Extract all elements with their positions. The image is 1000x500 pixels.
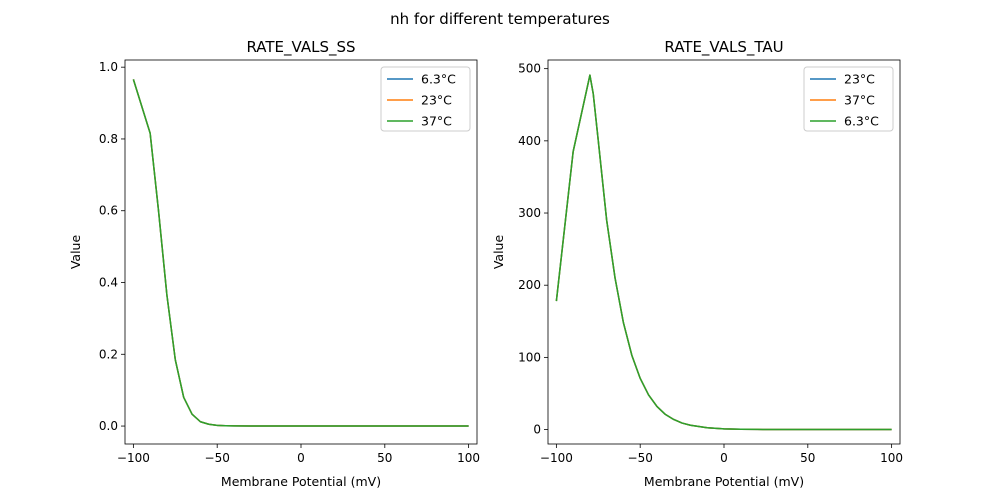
- x-axis-label: Membrane Potential (mV): [644, 474, 804, 489]
- legend-label: 6.3°C: [844, 114, 879, 129]
- legend: 23°C 37°C 6.3°C: [803, 66, 894, 132]
- y-tick-label: 400: [518, 134, 541, 148]
- x-axis-ticks: −100 −50 0 50 100: [117, 444, 480, 465]
- y-axis-ticks: 0 100 200 300 400 500: [518, 62, 548, 437]
- y-axis-label: Value: [491, 235, 506, 270]
- x-tick-label: 100: [880, 451, 903, 465]
- series-lines: [132, 79, 469, 427]
- x-tick-label: −50: [205, 451, 230, 465]
- x-tick-label: 50: [800, 451, 815, 465]
- y-tick-label: 500: [518, 62, 541, 76]
- x-tick-label: 100: [457, 451, 480, 465]
- y-tick-label: 0.8: [99, 132, 118, 146]
- chart-panel-ss: −100 −50 0 50 100 0.0 0.2 0.4 0.6 0.8 1.0 RATE_VALS…: [68, 38, 480, 489]
- series-line-2: [132, 79, 469, 427]
- x-tick-label: −100: [540, 451, 573, 465]
- y-tick-label: 0.4: [99, 276, 118, 290]
- legend-label: 23°C: [844, 72, 875, 87]
- chart-title: RATE_VALS_SS: [246, 38, 355, 57]
- x-tick-label: −100: [117, 451, 150, 465]
- y-tick-label: 300: [518, 206, 541, 220]
- y-tick-label: 0.6: [99, 204, 118, 218]
- chart-panel-tau: −100 −50 0 50 100 0 100 200 300 400 500 RATE_VALS_T…: [491, 38, 903, 489]
- x-axis-ticks: −100 −50 0 50 100: [540, 444, 903, 465]
- y-axis-label: Value: [68, 235, 83, 270]
- y-tick-label: 100: [518, 350, 541, 364]
- y-tick-label: 0.2: [99, 347, 118, 361]
- x-tick-label: 0: [720, 451, 728, 465]
- x-axis-label: Membrane Potential (mV): [221, 474, 381, 489]
- y-tick-label: 0.0: [99, 419, 118, 433]
- y-tick-label: 200: [518, 278, 541, 292]
- legend: 6.3°C 23°C 37°C: [380, 66, 471, 132]
- chart-title: RATE_VALS_TAU: [664, 38, 783, 57]
- x-tick-label: 50: [377, 451, 392, 465]
- legend-label: 37°C: [844, 93, 875, 108]
- x-tick-label: −50: [628, 451, 653, 465]
- y-tick-label: 1.0: [99, 60, 118, 74]
- series-lines: [555, 74, 892, 431]
- series-line-2: [555, 74, 892, 431]
- legend-label: 23°C: [421, 93, 452, 108]
- legend-label: 37°C: [421, 114, 452, 129]
- y-tick-label: 0: [533, 423, 541, 437]
- x-tick-label: 0: [297, 451, 305, 465]
- legend-box: [803, 66, 894, 132]
- y-axis-ticks: 0.0 0.2 0.4 0.6 0.8 1.0: [99, 60, 125, 433]
- figure-suptitle: nh for different temperatures: [390, 10, 610, 28]
- legend-label: 6.3°C: [421, 72, 456, 87]
- legend-box: [380, 66, 471, 132]
